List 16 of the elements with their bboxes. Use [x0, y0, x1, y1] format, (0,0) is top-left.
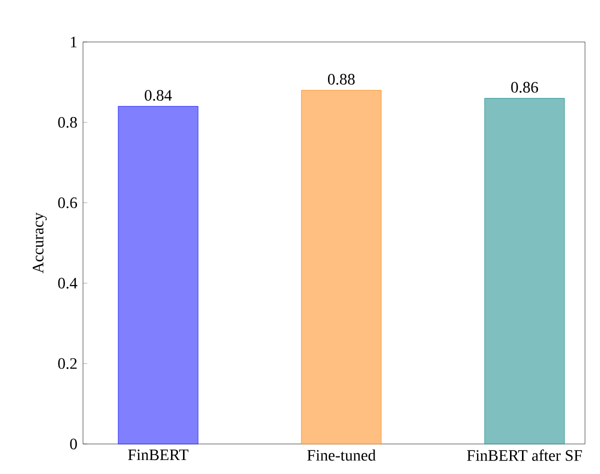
y-axis-title: Accuracy — [32, 212, 47, 274]
y-tick-label: 0 — [70, 438, 77, 450]
bar — [484, 98, 565, 444]
y-tick-label: 0.4 — [58, 278, 78, 289]
data-label: 0.84 — [144, 90, 172, 101]
y-tick-label: 0.8 — [58, 116, 77, 128]
bar — [118, 106, 198, 444]
x-tick-label: Fine-tuned — [307, 449, 376, 461]
y-tick-label: 1 — [70, 36, 77, 48]
x-tick-label: FinBERT — [128, 450, 188, 460]
y-tick-label: 0.6 — [58, 197, 78, 208]
data-label: 0.86 — [511, 82, 538, 93]
bar — [301, 90, 382, 444]
data-label: 0.88 — [328, 74, 355, 85]
y-tick-label: 0.2 — [58, 358, 77, 369]
x-tick-label: FinBERT after SF — [467, 450, 582, 461]
